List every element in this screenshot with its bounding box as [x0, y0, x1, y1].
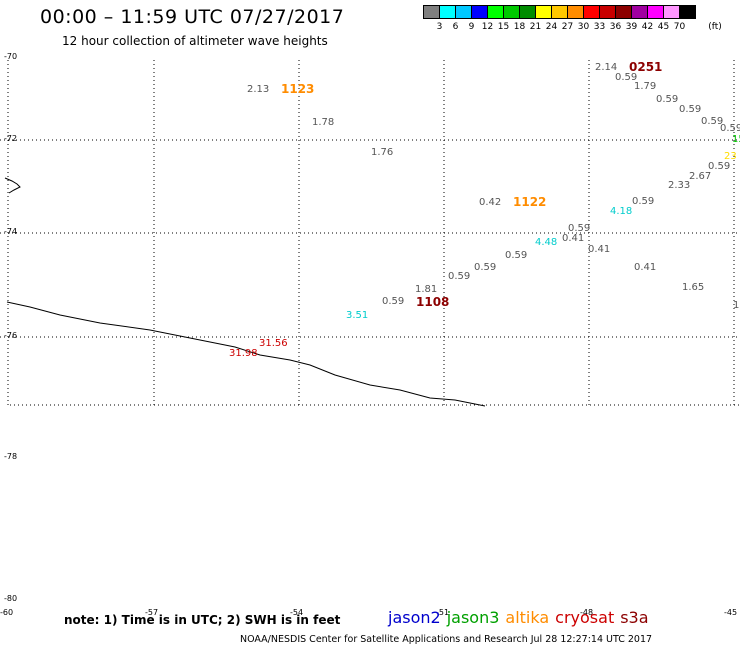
lat-label: -70 — [4, 52, 18, 61]
swh-label: 1.76 — [371, 147, 394, 158]
swh-label: 1.65 — [682, 282, 705, 293]
lon-label: -60 — [0, 608, 14, 617]
color-swatch-label: 42 — [641, 22, 654, 32]
swh-label: 1.78 — [312, 117, 335, 128]
swh-label: 2.33 — [668, 180, 691, 191]
swh-label: 31.98 — [229, 348, 258, 359]
legend-item-altika: altika — [505, 608, 550, 627]
swh-label: 0.59 — [708, 161, 731, 172]
lon-label: -45 — [724, 608, 738, 617]
lon-label: -48 — [580, 608, 594, 617]
color-swatch-label: 39 — [625, 22, 638, 32]
swh-label: 0.59 — [382, 296, 405, 307]
color-scale-bar — [423, 5, 696, 19]
swh-label: 1 — [733, 300, 740, 311]
swh-label: 0.41 — [562, 233, 585, 244]
pass-time-label: 1123 — [281, 82, 315, 96]
swh-label: 0.59 — [474, 262, 497, 273]
color-swatch-label: 33 — [593, 22, 606, 32]
graticule — [0, 60, 740, 406]
lat-label: -76 — [4, 331, 18, 340]
map-title: 00:00 – 11:59 UTC 07/27/2017 — [40, 6, 345, 28]
coastline — [6, 301, 486, 407]
swh-label: 15 — [732, 134, 740, 145]
color-swatch-label: 3 — [436, 22, 443, 32]
swh-label: 0.42 — [479, 197, 502, 208]
swh-label: 0.59 — [701, 116, 724, 127]
color-swatch-label: 24 — [545, 22, 558, 32]
swh-label: 0.41 — [634, 262, 657, 273]
swh-label: 2.14 — [595, 62, 618, 73]
swh-label: 0.59 — [720, 123, 740, 134]
lon-label: -54 — [290, 608, 304, 617]
footer-note: note: 1) Time is in UTC; 2) SWH is in fe… — [64, 613, 341, 627]
color-swatch-label: 21 — [529, 22, 542, 32]
credit-line: NOAA/NESDIS Center for Satellite Applica… — [240, 634, 653, 645]
swh-label: 2.67 — [689, 171, 712, 182]
swh-label: 0.41 — [588, 244, 611, 255]
swh-label: 0.59 — [505, 250, 528, 261]
pass-time-label: 0251 — [629, 60, 663, 74]
coastline-fragment — [4, 177, 21, 194]
legend-item-cryosat: cryosat — [555, 608, 615, 627]
lon-label: -57 — [145, 608, 159, 617]
swh-label: 4.18 — [610, 206, 633, 217]
color-swatch-label: 9 — [468, 22, 475, 32]
swh-label: 0.59 — [448, 271, 471, 282]
swh-label: 0.59 — [656, 94, 679, 105]
color-swatch-label: 6 — [452, 22, 459, 32]
swh-label: 2.13 — [247, 84, 270, 95]
satellite-legend: jason2 jason3 altika cryosat s3a — [388, 608, 655, 627]
lat-label: -74 — [4, 227, 18, 236]
legend-item-jason2: jason2 — [388, 608, 441, 627]
pass-time-label: 1108 — [416, 295, 450, 309]
legend-item-s3a: s3a — [620, 608, 649, 627]
color-swatch-label: 27 — [561, 22, 574, 32]
swh-label: 1.79 — [634, 81, 657, 92]
color-scale-unit: (ft) — [708, 22, 722, 32]
swh-label: 1.81 — [415, 284, 438, 295]
swh-label: 23 — [724, 151, 737, 162]
lon-label: -51 — [436, 608, 450, 617]
swh-label: 0.59 — [568, 223, 591, 234]
pass-time-label: 1122 — [513, 195, 547, 209]
legend-item-jason3: jason3 — [446, 608, 500, 627]
swh-label: 4.48 — [535, 237, 558, 248]
swh-label: 3.51 — [346, 310, 369, 321]
color-swatch — [679, 5, 696, 19]
map-subtitle: 12 hour collection of altimeter wave hei… — [62, 34, 328, 48]
color-swatch-label: 36 — [609, 22, 622, 32]
color-swatch-label: 12 — [481, 22, 494, 32]
swh-label: 31.56 — [259, 338, 288, 349]
lat-label: -72 — [4, 134, 18, 143]
swh-label: 0.59 — [679, 104, 702, 115]
color-swatch-label: 15 — [497, 22, 510, 32]
swh-label: 0.59 — [615, 72, 638, 83]
color-scale-labels: 3 6 9 12 15 18 21 24 27 30 33 36 39 42 45 70 (ft) — [423, 22, 740, 34]
color-swatch-label: 70 — [673, 22, 686, 32]
color-swatch-label: 18 — [513, 22, 526, 32]
lat-label: -80 — [4, 594, 18, 603]
color-swatch-label: 45 — [657, 22, 670, 32]
lat-label: -78 — [4, 452, 18, 461]
color-swatch-label: 30 — [577, 22, 590, 32]
swh-label: 0.59 — [632, 196, 655, 207]
